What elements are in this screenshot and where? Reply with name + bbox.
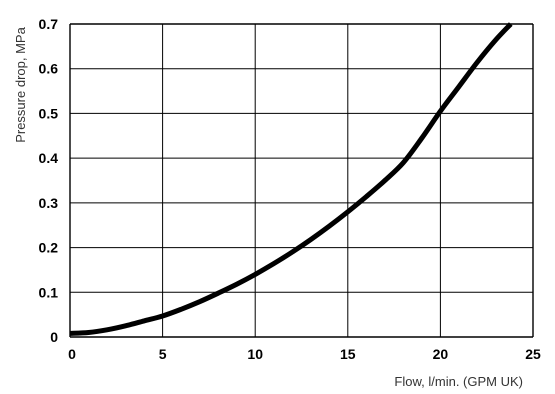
y-tick-label: 0.5 (39, 105, 59, 121)
x-tick-labels: 0 5 10 15 20 25 (68, 346, 541, 362)
x-tick-label: 10 (247, 346, 263, 362)
y-tick-label: 0.4 (39, 150, 59, 166)
curve-layer (69, 22, 513, 336)
grid-layer (69, 23, 534, 338)
y-tick-labels: 0 0.1 0.2 0.3 0.4 0.5 0.6 0.7 (39, 16, 59, 345)
plot-area (70, 24, 533, 337)
x-tick-label: 25 (525, 346, 541, 362)
x-tick-label: 0 (68, 346, 76, 362)
x-axis-title: Flow, l/min. (GPM UK) (394, 374, 523, 389)
y-tick-label: 0.7 (39, 16, 59, 32)
x-tick-label: 5 (159, 346, 167, 362)
y-tick-label: 0 (50, 329, 58, 345)
pressure-drop-curve (69, 22, 513, 336)
x-tick-label: 20 (433, 346, 449, 362)
y-tick-label: 0.3 (39, 195, 59, 211)
y-tick-label: 0.1 (39, 284, 59, 300)
y-axis-title: Pressure drop, MPa (13, 26, 28, 142)
y-tick-label: 0.6 (39, 61, 59, 77)
x-tick-label: 15 (340, 346, 356, 362)
y-tick-label: 0.2 (39, 240, 59, 256)
